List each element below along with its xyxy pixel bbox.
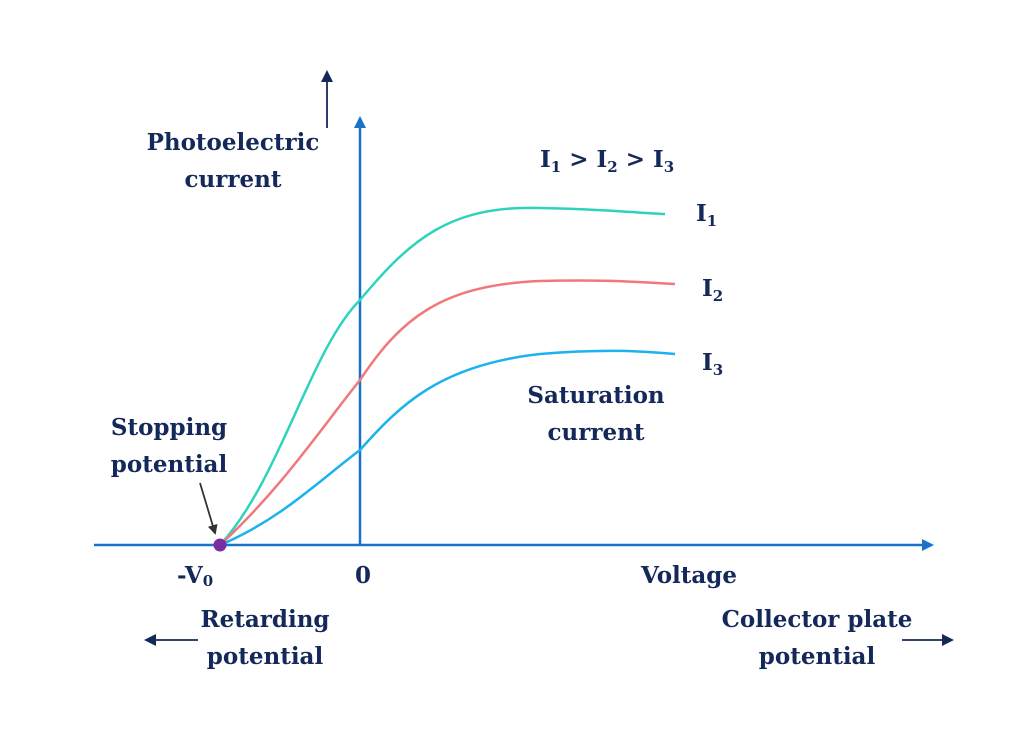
curve-i2: [219, 279, 676, 546]
origin-label: 0: [355, 562, 371, 589]
stopping-point: [213, 538, 227, 552]
retarding-label-line1: Retarding: [200, 606, 329, 633]
curve-label-i3: I3: [702, 349, 723, 379]
saturation-label-line1: Saturation: [527, 382, 665, 409]
collector-label-line1: Collector plate: [722, 606, 913, 633]
curve-label-i2: I2: [702, 275, 723, 305]
saturation-label-line2: current: [548, 419, 645, 446]
collector-label-line2: potential: [759, 643, 876, 670]
stopping-voltage-label: -V0: [177, 562, 213, 590]
stopping-label-line1: Stopping: [111, 414, 227, 441]
y-axis-label-line2: current: [185, 166, 282, 193]
curve-i3: [219, 349, 676, 547]
stopping-pointer: [199, 482, 218, 535]
x-axis-label: Voltage: [640, 562, 737, 589]
intensity-relation: I1 > I2 > I3: [540, 146, 674, 176]
curve-i1: [219, 206, 666, 546]
retarding-label-line2: potential: [207, 643, 324, 670]
y-axis-label-line1: Photoelectric: [147, 129, 320, 156]
stopping-label-line2: potential: [111, 451, 228, 478]
curve-label-i1: I1: [696, 200, 717, 230]
